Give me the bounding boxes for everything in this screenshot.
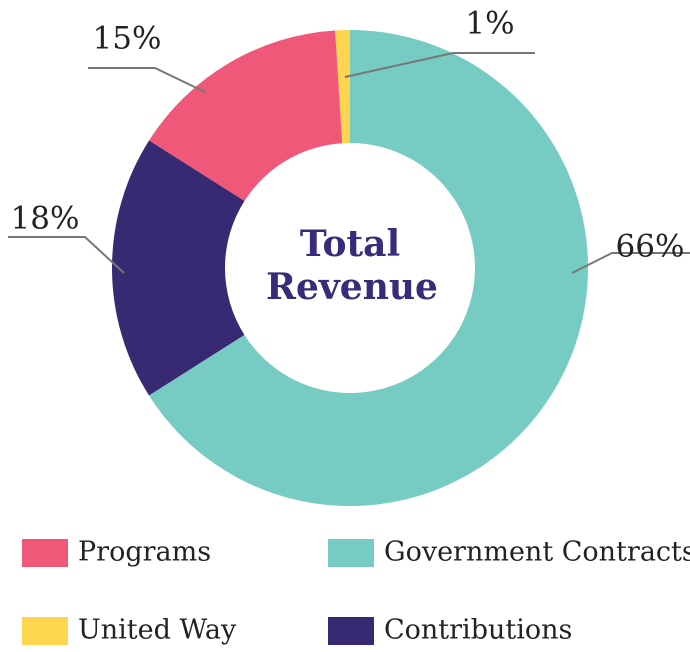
- legend-label: Government Contracts: [384, 537, 690, 568]
- data-label: 66%: [616, 229, 685, 265]
- slice: [149, 30, 343, 202]
- slice: [112, 140, 245, 396]
- legend-swatch: [328, 617, 374, 645]
- leader-line: [344, 52, 535, 78]
- slice: [335, 30, 350, 144]
- leader-line: [571, 252, 690, 274]
- leader-line: [8, 236, 125, 274]
- legend-swatch: [22, 617, 68, 645]
- data-label: 1%: [465, 6, 514, 42]
- slice: [149, 30, 589, 507]
- legend-label: United Way: [78, 615, 237, 646]
- center-label: Revenue: [266, 266, 438, 308]
- legend-label: Contributions: [384, 615, 572, 646]
- data-label: 18%: [11, 201, 80, 237]
- leader-line: [88, 67, 206, 93]
- legend-label: Programs: [78, 537, 211, 568]
- center-label: Total: [300, 223, 400, 265]
- legend-swatch: [22, 539, 68, 567]
- data-label: 15%: [93, 21, 162, 57]
- legend-swatch: [328, 539, 374, 567]
